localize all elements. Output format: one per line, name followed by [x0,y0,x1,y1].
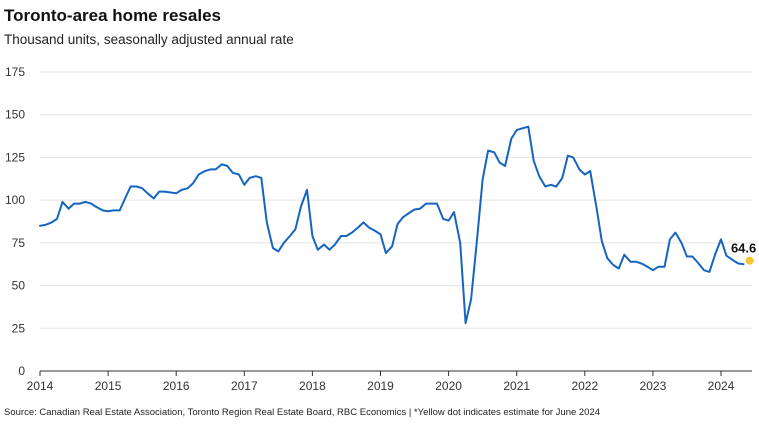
y-tick-label: 25 [12,321,26,335]
x-tick-label: 2019 [367,379,394,393]
x-tick-label: 2023 [640,379,667,393]
x-tick-label: 2015 [95,379,122,393]
x-axis: 2014 2015 2016 2017 2018 2019 2020 2021 2022 2023… [27,370,752,393]
x-tick-label: 2020 [435,379,462,393]
y-tick-label: 50 [12,279,26,293]
x-tick-label: 2024 [708,379,735,393]
series-line-home-resales [39,125,745,325]
estimate-dot [745,256,754,265]
x-tick-label: 2021 [503,379,530,393]
chart-subtitle: Thousand units, seasonally adjusted annu… [4,32,294,47]
x-tick-label: 2022 [571,379,598,393]
source-note: Source: Canadian Real Estate Association… [4,407,601,418]
gridlines [40,71,752,329]
x-tick-label: 2017 [231,379,258,393]
y-axis-ticks: 0 25 50 75 100 125 150 175 [5,65,25,378]
y-tick-label: 150 [5,108,25,122]
y-tick-label: 0 [18,364,25,378]
y-tick-label: 125 [5,150,25,164]
x-tick-label: 2018 [299,379,326,393]
chart-title: Toronto-area home resales [4,6,221,25]
estimate-label: 64.6 [731,241,756,256]
x-tick-label: 2014 [27,379,54,393]
x-tick-label: 2016 [163,379,190,393]
y-tick-label: 100 [5,193,25,207]
y-tick-label: 175 [5,65,25,79]
y-tick-label: 75 [12,236,26,250]
